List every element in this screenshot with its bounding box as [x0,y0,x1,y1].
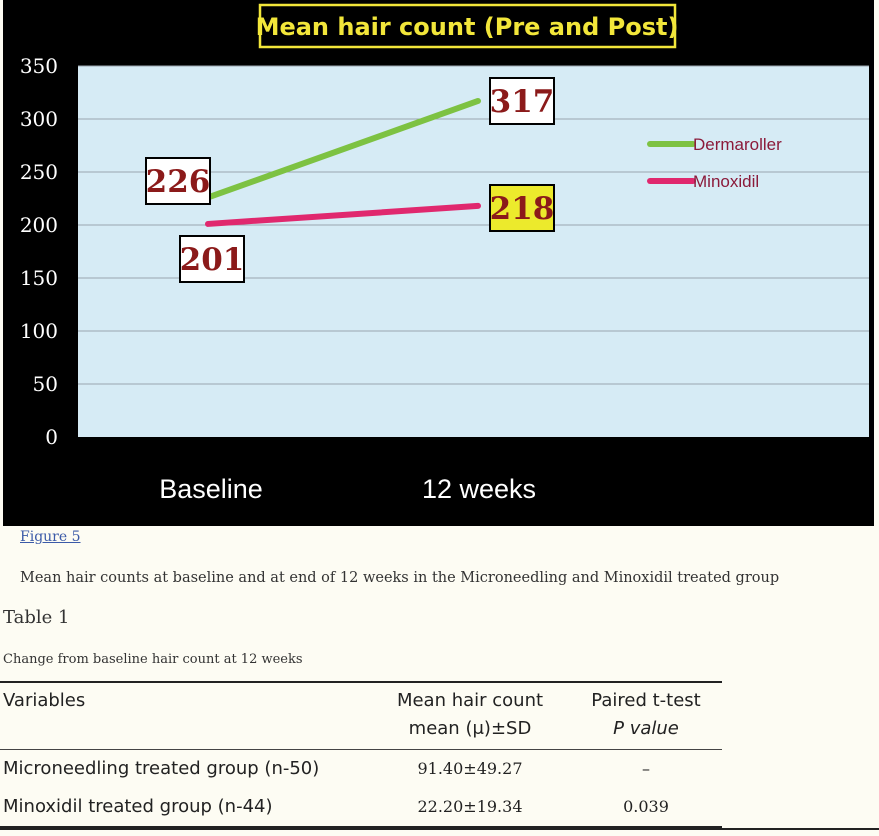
header-variables: Variables [3,690,86,711]
bottom-rule [0,828,879,830]
y-tick-label: 50 [33,372,58,396]
y-tick-label: 250 [20,160,58,184]
data-label: 226 [146,164,211,200]
chart-svg: 0 50 100 150 200 250 300 350 Mean hair count (Pr… [3,0,874,526]
y-tick-label: 100 [20,319,58,343]
chart-title: Mean hair count (Pre and Post) [256,13,679,41]
line-chart: 0 50 100 150 200 250 300 350 Mean hair count (Pr… [3,0,874,526]
title-box [258,3,677,49]
legend-label-dermaroller: Dermaroller [693,135,782,154]
row-mean: 91.40±49.27 [417,759,523,778]
data-label-box [489,184,555,232]
series-line-minoxidil [205,202,481,227]
figure-link[interactable]: Figure 5 [20,529,81,545]
table-row: Minoxidil treated group (n-44) 22.20±19.… [0,788,722,827]
legend-label-minoxidil: Minoxidil [693,172,759,191]
table-header-row: Variables Mean hair count mean (μ)±SD Pa… [0,682,722,750]
data-label-box [145,157,211,205]
data-label: 317 [490,84,555,120]
figure-caption: Mean hair counts at baseline and at end … [20,570,780,586]
row-mean: 22.20±19.34 [417,797,523,816]
data-label-box [489,77,555,125]
data-label-box [179,235,245,283]
results-table: Variables Mean hair count mean (μ)±SD Pa… [0,681,722,828]
y-tick-label: 150 [20,266,58,290]
row-pvalue: – [642,759,650,778]
y-tick-label: 350 [20,54,58,78]
data-label: 201 [180,242,245,278]
series-line-dermaroller [205,97,481,201]
y-tick-label: 200 [20,213,58,237]
data-label: 218 [490,191,555,227]
row-pvalue: 0.039 [623,797,669,816]
x-tick-label: 12 weeks [422,474,536,504]
y-tick-label: 0 [45,425,58,449]
header-pvalue: Paired t-test P value [591,690,701,739]
row-label: Microneedling treated group (n-50) [3,758,320,779]
row-label: Minoxidil treated group (n-44) [3,796,273,817]
header-mean: Mean hair count mean (μ)±SD [396,690,544,739]
y-tick-label: 300 [20,107,58,131]
table-heading: Table 1 [3,607,70,628]
table-caption: Change from baseline hair count at 12 we… [3,652,303,667]
table-row: Microneedling treated group (n-50) 91.40… [0,750,722,789]
x-tick-label: Baseline [159,474,263,504]
